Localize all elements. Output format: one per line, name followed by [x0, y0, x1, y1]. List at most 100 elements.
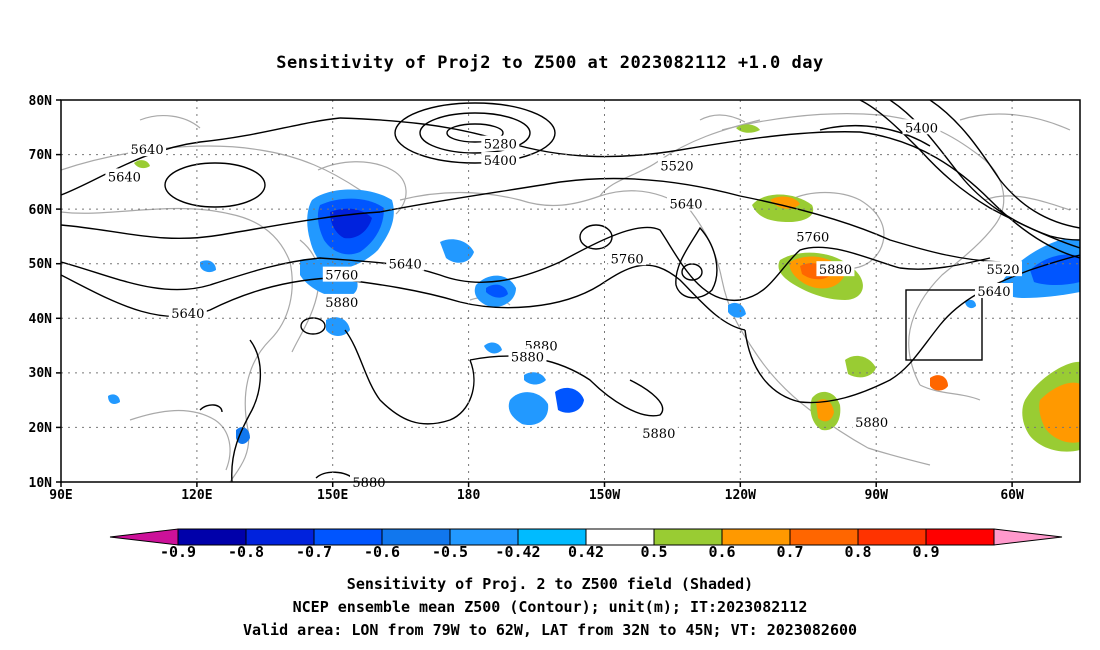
z500-contours: [61, 100, 1080, 482]
contour-label-bg: [974, 283, 1013, 298]
colorbar-label: 0.9: [912, 543, 939, 561]
contour-label: 5640: [386, 255, 425, 273]
caption-line: Valid area: LON from 79W to 62W, LAT fro…: [243, 621, 857, 639]
contour-label-bg: [481, 152, 520, 168]
lat-label: 10N: [29, 476, 53, 491]
contour-label-text: 5640: [131, 143, 164, 158]
colorbar-label: 0.42: [568, 543, 604, 561]
lat-label: 60N: [29, 203, 53, 218]
contour-label-text: 5760: [796, 230, 829, 245]
colorbar-label: -0.9: [160, 543, 196, 561]
lon-label: 180: [457, 488, 481, 503]
lon-label: 150W: [589, 488, 620, 503]
lon-label: 120W: [725, 488, 756, 503]
lon-label: 90E: [49, 488, 72, 503]
contour-label-text: 5640: [669, 198, 702, 213]
contour-label-bg: [105, 168, 144, 184]
contour-label: 5400: [481, 152, 520, 169]
contour-label: 5520: [984, 261, 1023, 278]
colorbar-label: -0.7: [296, 543, 332, 561]
contour-label-text: 5880: [642, 427, 675, 442]
contour-label-text: 5400: [905, 121, 938, 136]
contour-label-bg: [128, 141, 167, 157]
colorbar-label: -0.6: [364, 543, 400, 561]
contour-label-bg: [657, 157, 696, 173]
contour-label-text: 5880: [819, 263, 852, 278]
figure-title: Sensitivity of Proj2 to Z500 at 20230821…: [276, 53, 823, 73]
lat-label: 50N: [29, 257, 53, 272]
contour-label-text: 5880: [855, 416, 888, 431]
figure-caption: Sensitivity of Proj. 2 to Z500 field (Sh…: [243, 575, 857, 639]
lon-label: 60W: [1000, 488, 1024, 503]
colorbar-label: -0.8: [228, 543, 264, 561]
colorbar-label: -0.42: [495, 543, 540, 561]
contour-label: 5880: [816, 261, 855, 278]
caption-line: NCEP ensemble mean Z500 (Contour); unit(…: [293, 598, 808, 616]
contour-label-bg: [481, 135, 520, 151]
lon-label: 90W: [864, 488, 888, 503]
latitude-labels: 80N 70N 60N 50N 40N 30N 20N 10N: [29, 94, 53, 491]
lon-label: 120E: [181, 488, 212, 503]
contour-label-text: 5880: [352, 476, 385, 491]
contour-label-text: 5640: [171, 307, 204, 322]
colorbar-labels: -0.9 -0.8 -0.7 -0.6 -0.5 -0.42 0.42 0.5 …: [160, 543, 940, 561]
longitude-labels: 90E 120E 150E 180 150W 120W 90W 60W: [49, 488, 1024, 503]
contour-label: 5880: [322, 293, 361, 311]
lon-label: 150E: [317, 488, 348, 503]
colorbar-label: 0.8: [844, 543, 871, 561]
contour-label-text: 5760: [611, 252, 644, 267]
contour-label: 5280: [481, 135, 520, 153]
contour-label: 5640: [128, 141, 167, 158]
lat-label: 20N: [29, 421, 53, 436]
contour-label: 5640: [105, 168, 144, 185]
contour-label-bg: [322, 266, 361, 282]
lat-label: 30N: [29, 366, 53, 381]
contour-label: 5760: [322, 266, 361, 284]
lat-label: 70N: [29, 148, 53, 163]
contour-label: 5640: [666, 195, 705, 213]
axis-ticks: [56, 99, 1013, 487]
contour-label-bg: [666, 195, 705, 211]
contour-label-bg: [852, 413, 891, 429]
colorbar-label: 0.6: [708, 543, 735, 561]
contour-label-bg: [168, 304, 207, 320]
contour-label: 5880: [639, 424, 678, 442]
contour-label: 5640: [974, 283, 1013, 300]
contour-label: 5880: [508, 348, 547, 365]
contour-label-text: 5640: [977, 285, 1010, 300]
contour-label-text: 5640: [389, 258, 422, 273]
contour-label-text: 5520: [986, 263, 1019, 278]
contour-label: 5400: [902, 119, 941, 136]
colorbar: -0.9 -0.8 -0.7 -0.6 -0.5 -0.42 0.42 0.5 …: [109, 528, 1063, 561]
contour-label-bg: [508, 348, 547, 364]
contour-label-text: 5400: [484, 154, 517, 169]
contour-label-bg: [386, 255, 425, 271]
colorbar-label: -0.5: [432, 543, 468, 561]
map-frame: [60, 99, 1081, 483]
contour-label-bg: [608, 250, 647, 266]
contour-label: 5640: [168, 304, 207, 322]
contour-label-text: 5280: [484, 138, 517, 153]
contour-label-bg: [322, 293, 361, 309]
contour-label-text: 5760: [325, 269, 358, 284]
colorbar-label: 0.5: [640, 543, 667, 561]
contour-label: 5760: [608, 250, 647, 267]
contour-label-bg: [816, 261, 855, 277]
contour-label-text: 5880: [325, 296, 358, 311]
lat-label: 80N: [29, 94, 53, 109]
contour-label: 5760: [793, 228, 832, 245]
contour-label-bg: [902, 119, 941, 135]
contour-label-text: 5520: [660, 159, 693, 174]
contour-label-bg: [639, 424, 678, 440]
contour-label-text: 5880: [511, 350, 544, 365]
contour-label: 5520: [657, 157, 696, 174]
contour-label-bg: [793, 228, 832, 244]
contour-label-bg: [984, 261, 1023, 277]
contour-label: 5880: [852, 413, 891, 431]
contour-label-text: 5640: [108, 170, 141, 185]
colorbar-high-extension: [993, 528, 1063, 546]
lat-label: 40N: [29, 312, 53, 327]
